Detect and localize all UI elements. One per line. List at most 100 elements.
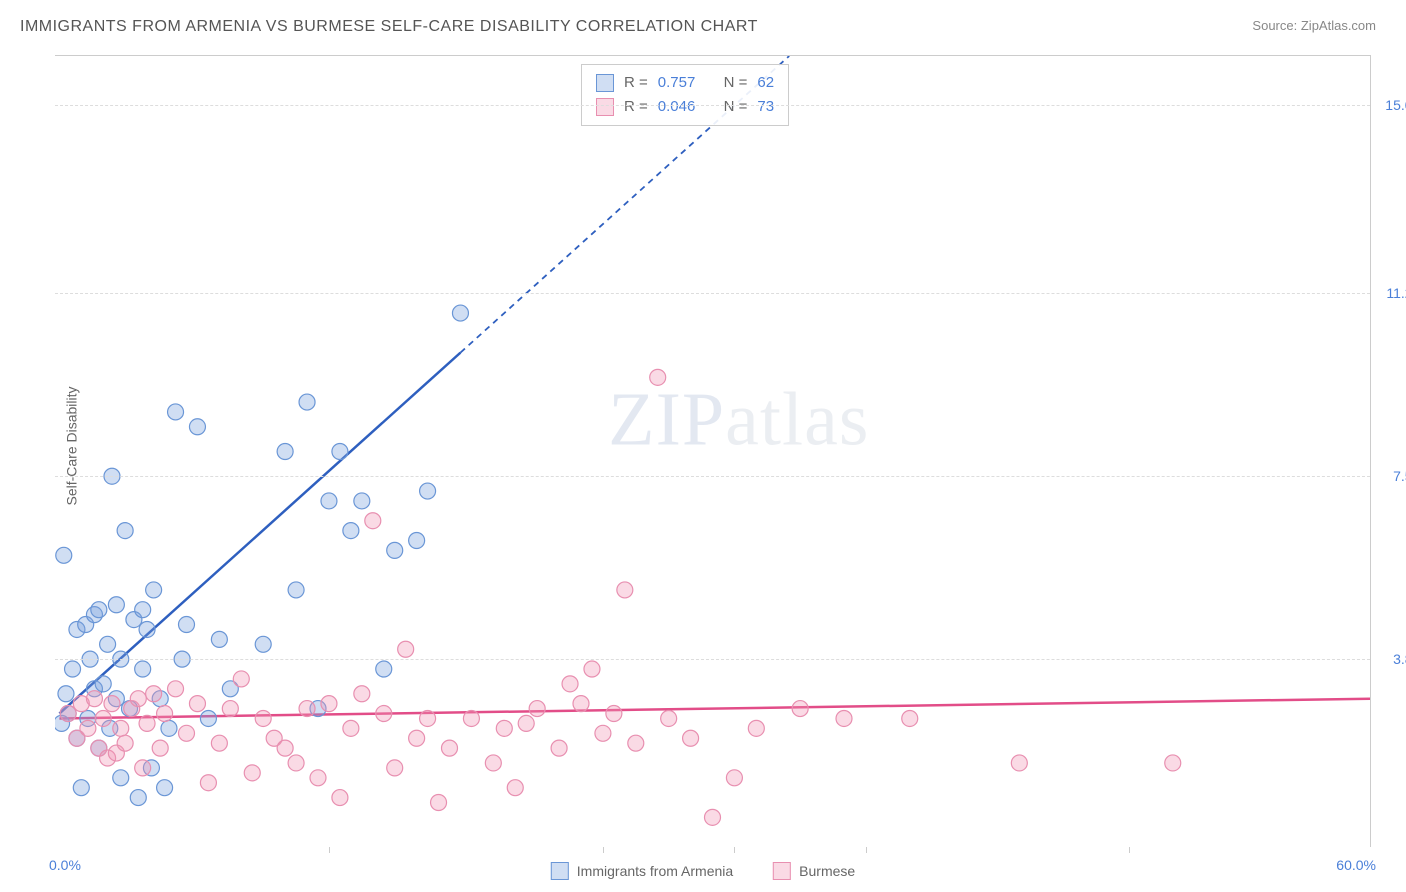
scatter-point: [310, 770, 326, 786]
scatter-point: [376, 661, 392, 677]
scatter-point: [65, 661, 81, 677]
scatter-point: [130, 790, 146, 806]
scatter-point: [100, 636, 116, 652]
y-tick-label: 15.0%: [1375, 97, 1406, 113]
correlation-legend: R = 0.757 N = 62 R = 0.046 N = 73: [581, 64, 789, 126]
source-label: Source:: [1252, 18, 1297, 33]
scatter-point: [518, 715, 534, 731]
scatter-point: [91, 602, 107, 618]
scatter-point: [130, 691, 146, 707]
scatter-point: [387, 542, 403, 558]
scatter-point: [161, 720, 177, 736]
grid-line-h: [55, 105, 1370, 106]
scatter-point: [299, 394, 315, 410]
x-tick-mark: [1129, 847, 1130, 853]
legend-row-series-1: R = 0.046 N = 73: [596, 95, 774, 119]
legend-r-label: R =: [624, 95, 648, 119]
scatter-point: [661, 710, 677, 726]
scatter-point: [398, 641, 414, 657]
scatter-point: [139, 621, 155, 637]
scatter-point: [200, 775, 216, 791]
scatter-point: [200, 710, 216, 726]
scatter-point: [211, 735, 227, 751]
scatter-point: [60, 706, 76, 722]
scatter-point: [442, 740, 458, 756]
legend-n-label: N =: [724, 71, 748, 95]
legend-item-1: Burmese: [773, 862, 855, 880]
scatter-point: [507, 780, 523, 796]
chart-area: ZIPatlas 0.0% 60.0% R = 0.757 N = 62 R =…: [55, 55, 1371, 847]
scatter-point: [108, 597, 124, 613]
scatter-point: [222, 701, 238, 717]
scatter-point: [135, 661, 151, 677]
scatter-point: [409, 730, 425, 746]
scatter-point: [650, 369, 666, 385]
legend-swatch-bottom-1: [773, 862, 791, 880]
scatter-point: [726, 770, 742, 786]
scatter-point: [233, 671, 249, 687]
scatter-point: [463, 710, 479, 726]
series-legend: Immigrants from Armenia Burmese: [551, 862, 855, 880]
scatter-point: [80, 720, 96, 736]
scatter-point: [420, 483, 436, 499]
legend-label-0: Immigrants from Armenia: [577, 863, 733, 879]
scatter-point: [617, 582, 633, 598]
legend-n-label: N =: [724, 95, 748, 119]
scatter-point: [452, 305, 468, 321]
scatter-point: [168, 404, 184, 420]
scatter-point: [496, 720, 512, 736]
scatter-point: [56, 547, 72, 563]
scatter-point: [420, 710, 436, 726]
scatter-point: [354, 686, 370, 702]
scatter-point: [387, 760, 403, 776]
scatter-point: [244, 765, 260, 781]
scatter-point: [431, 795, 447, 811]
legend-row-series-0: R = 0.757 N = 62: [596, 71, 774, 95]
x-tick-mark: [603, 847, 604, 853]
scatter-point: [332, 444, 348, 460]
legend-n-value-1: 73: [757, 95, 774, 119]
scatter-point: [189, 419, 205, 435]
scatter-point: [146, 686, 162, 702]
scatter-point: [113, 770, 129, 786]
scatter-point: [277, 444, 293, 460]
scatter-point: [288, 755, 304, 771]
y-tick-label: 7.5%: [1375, 468, 1406, 484]
scatter-point: [606, 706, 622, 722]
scatter-point: [376, 706, 392, 722]
scatter-point: [86, 691, 102, 707]
scatter-point: [365, 513, 381, 529]
scatter-point: [299, 701, 315, 717]
scatter-point: [792, 701, 808, 717]
scatter-point: [705, 809, 721, 825]
scatter-point: [117, 523, 133, 539]
scatter-point: [95, 676, 111, 692]
scatter-point: [179, 725, 195, 741]
legend-r-label: R =: [624, 71, 648, 95]
scatter-point: [683, 730, 699, 746]
x-tick-mark: [329, 847, 330, 853]
scatter-point: [343, 720, 359, 736]
scatter-point: [255, 710, 271, 726]
scatter-point: [332, 790, 348, 806]
scatter-point: [179, 617, 195, 633]
scatter-point: [146, 582, 162, 598]
scatter-point: [168, 681, 184, 697]
scatter-point: [277, 740, 293, 756]
scatter-point: [551, 740, 567, 756]
source-credit: Source: ZipAtlas.com: [1252, 18, 1376, 33]
scatter-point: [529, 701, 545, 717]
legend-swatch-bottom-0: [551, 862, 569, 880]
legend-r-value-0: 0.757: [658, 71, 696, 95]
x-axis-max-label: 60.0%: [1336, 857, 1376, 873]
scatter-point: [73, 780, 89, 796]
chart-title: IMMIGRANTS FROM ARMENIA VS BURMESE SELF-…: [20, 18, 758, 36]
scatter-point: [836, 710, 852, 726]
scatter-point: [255, 636, 271, 652]
scatter-point: [135, 602, 151, 618]
x-tick-mark: [866, 847, 867, 853]
grid-line-h: [55, 293, 1370, 294]
scatter-point: [628, 735, 644, 751]
source-name: ZipAtlas.com: [1301, 18, 1376, 33]
scatter-point: [95, 710, 111, 726]
